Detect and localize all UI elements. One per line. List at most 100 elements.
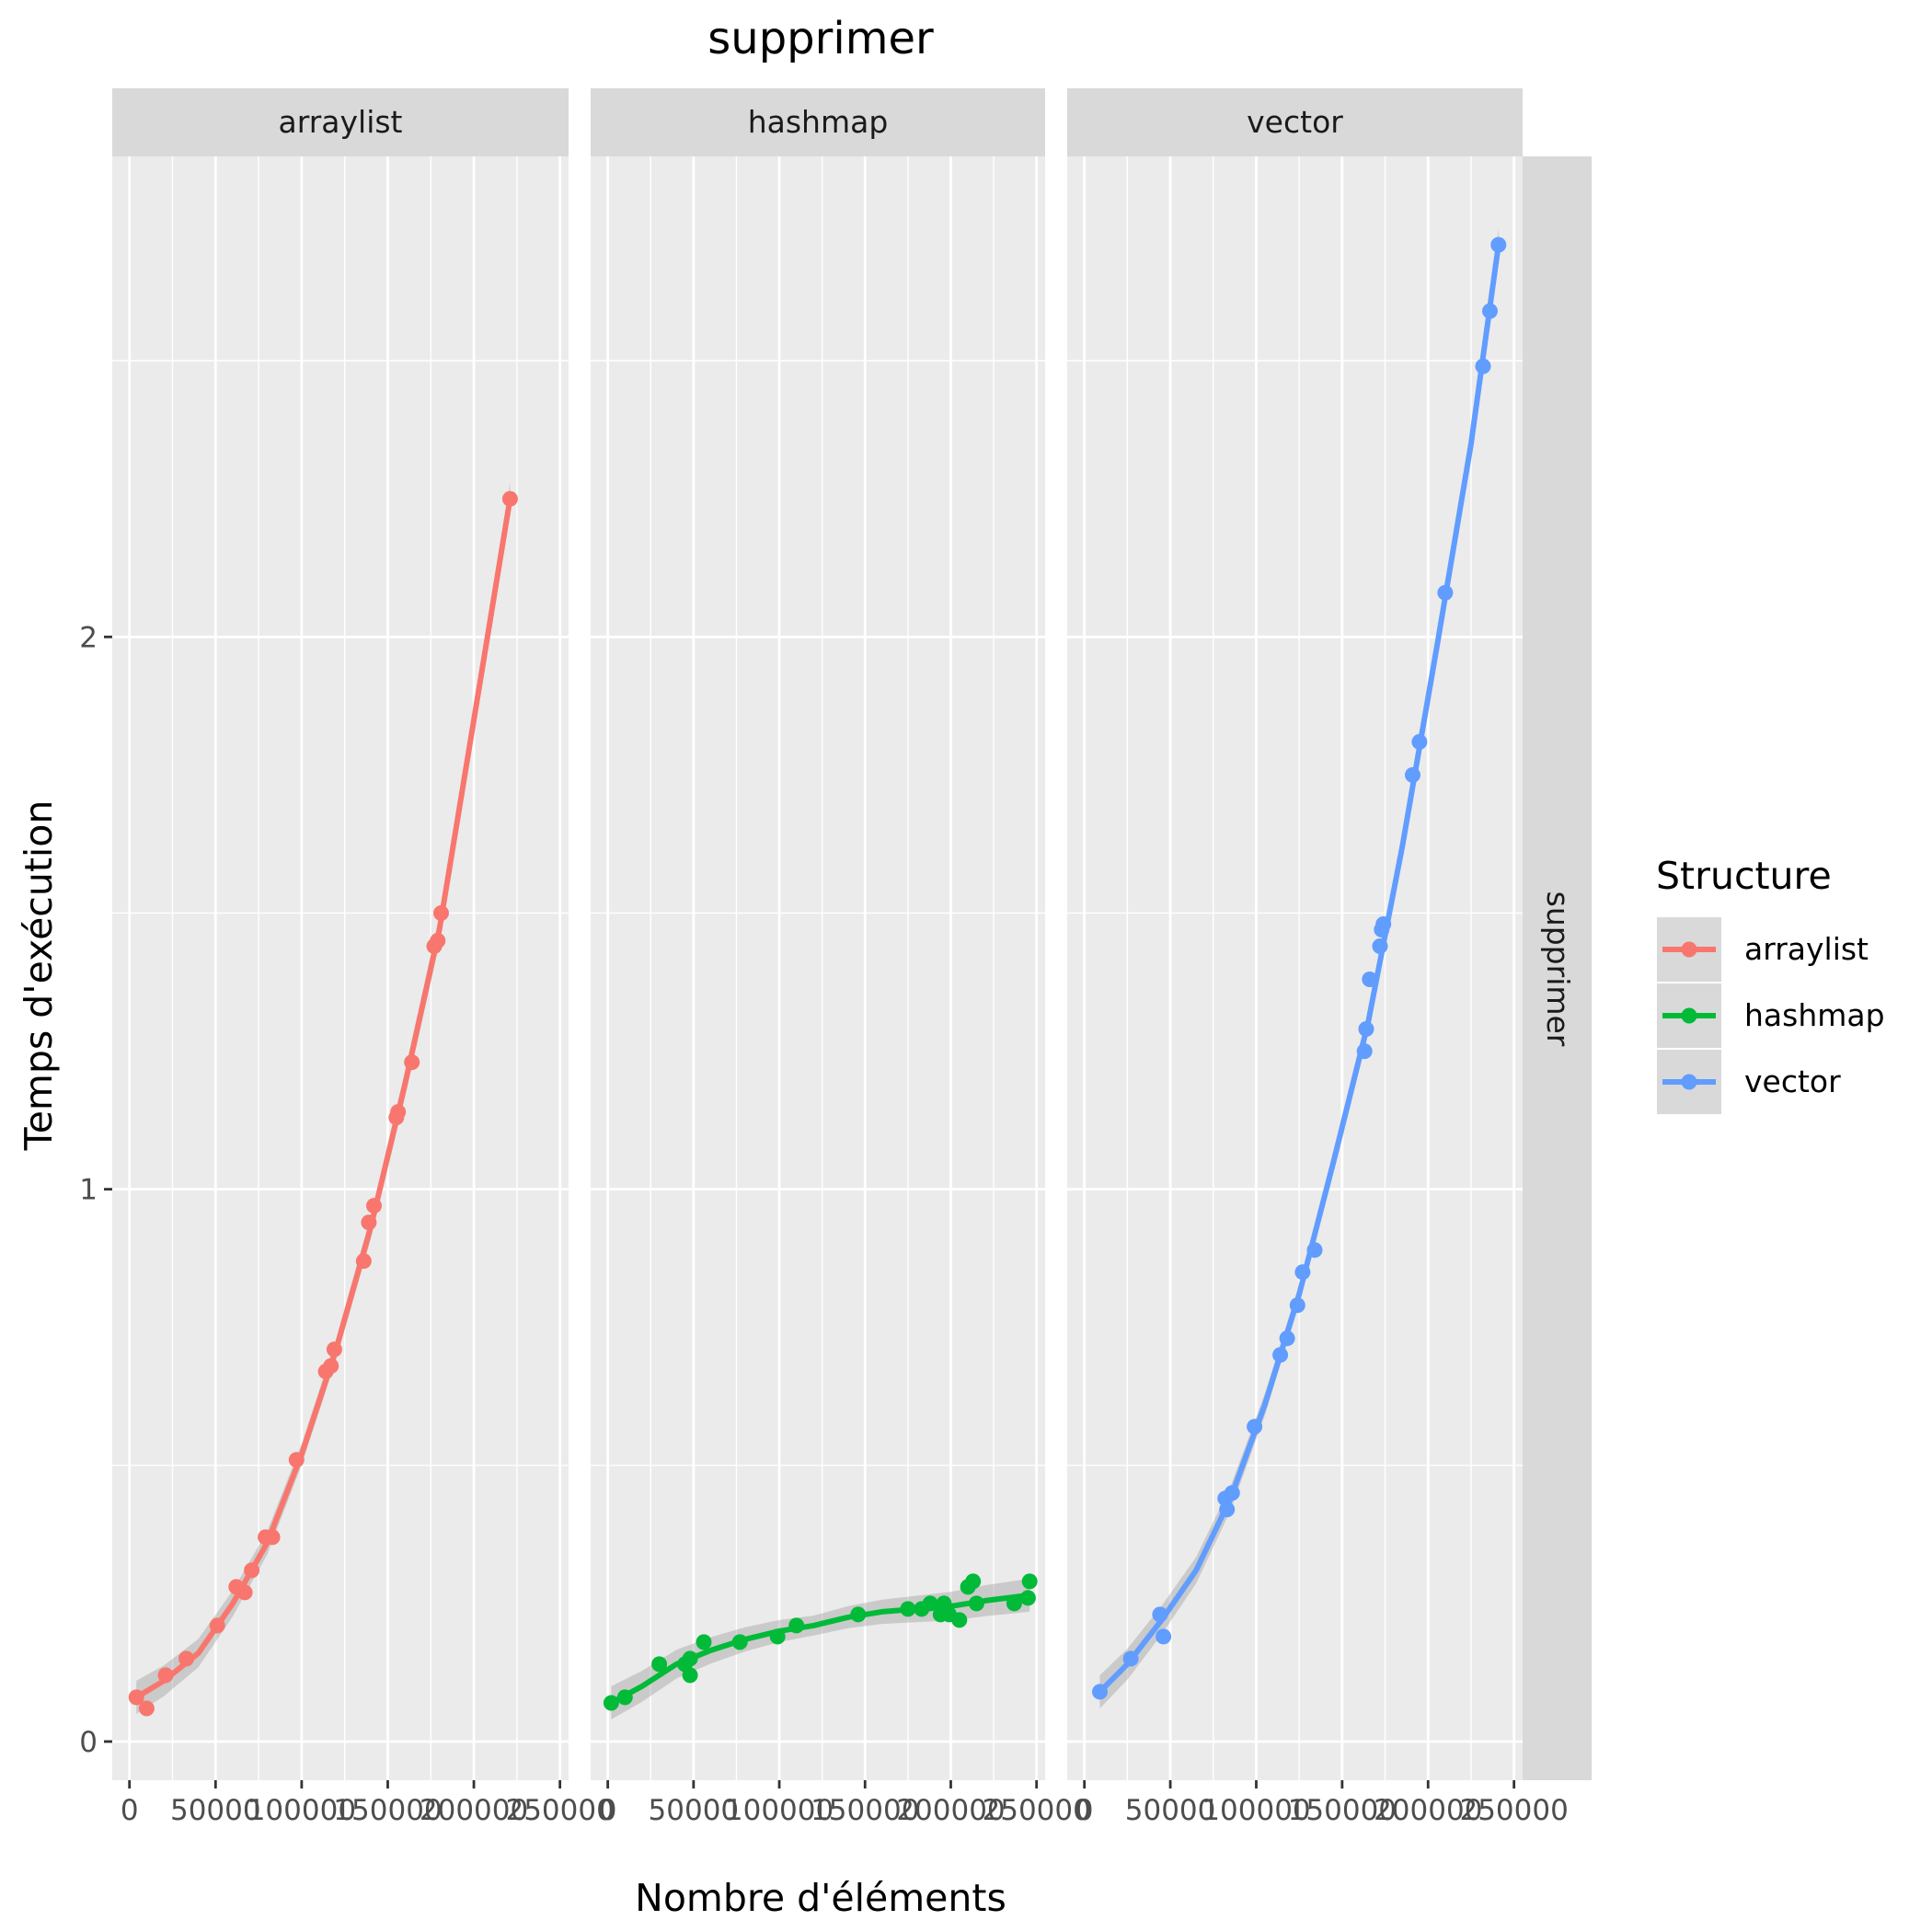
x-tick-label: 0 (121, 1794, 139, 1827)
row-strip: supprimer (1523, 156, 1592, 1780)
data-point-hashmap (651, 1656, 668, 1673)
data-point-vector (1306, 1242, 1323, 1259)
data-point-vector (1475, 358, 1491, 374)
facet-strip-label: vector (1247, 104, 1343, 140)
legend-point-hashmap (1681, 1007, 1697, 1024)
x-tick-label: 150000 (811, 1794, 919, 1827)
x-tick-label: 50000 (170, 1794, 261, 1827)
data-point-vector (1156, 1628, 1172, 1645)
x-tick-label: 100000 (725, 1794, 834, 1827)
data-point-vector (1482, 303, 1498, 319)
data-point-arraylist (244, 1562, 260, 1579)
data-point-vector (1122, 1650, 1139, 1667)
data-point-arraylist (433, 905, 449, 921)
data-point-arraylist (209, 1617, 225, 1634)
data-point-hashmap (696, 1634, 712, 1650)
facet-strip (112, 88, 569, 156)
y-axis-title: Temps d'exécution (17, 800, 61, 1152)
facet-strip (1067, 88, 1523, 156)
x-tick-label: 50000 (649, 1794, 740, 1827)
x-axis-title: Nombre d'éléments (635, 1876, 1006, 1920)
x-tick-label: 0 (1075, 1794, 1094, 1827)
data-point-vector (1294, 1264, 1311, 1281)
data-point-hashmap (968, 1595, 984, 1612)
data-point-hashmap (965, 1573, 982, 1590)
data-point-arraylist (157, 1667, 174, 1684)
data-point-vector (1219, 1501, 1236, 1518)
facet-strip-label: arraylist (279, 104, 403, 140)
data-point-arraylist (501, 490, 518, 507)
x-tick-label: 250000 (1459, 1794, 1568, 1827)
panel-background (591, 156, 1045, 1780)
data-point-vector (1247, 1419, 1263, 1435)
facet-strip-label: hashmap (748, 104, 889, 140)
data-point-hashmap (603, 1695, 619, 1711)
data-point-arraylist (326, 1341, 342, 1358)
data-point-hashmap (616, 1689, 633, 1706)
data-point-hashmap (1021, 1573, 1038, 1590)
legend-label-arraylist: arraylist (1744, 931, 1869, 967)
y-tick-label: 1 (79, 1174, 98, 1207)
data-point-vector (1356, 1043, 1373, 1060)
x-tick-label: 0 (599, 1794, 617, 1827)
x-tick-label: 200000 (1374, 1794, 1482, 1827)
chart-title: supprimer (707, 13, 934, 64)
data-point-arraylist (404, 1054, 420, 1071)
data-point-hashmap (850, 1606, 867, 1623)
data-point-hashmap (1006, 1595, 1022, 1612)
facet-strip (591, 88, 1045, 156)
data-point-arraylist (366, 1198, 382, 1214)
x-tick-label: 150000 (1288, 1794, 1397, 1827)
data-point-vector (1405, 766, 1420, 783)
x-tick-label: 100000 (1202, 1794, 1310, 1827)
data-point-arraylist (178, 1650, 194, 1667)
row-strip-background (1523, 156, 1592, 1780)
x-tick-label: 100000 (247, 1794, 356, 1827)
data-point-vector (1372, 938, 1388, 954)
x-tick-label: 250000 (505, 1794, 614, 1827)
legend-point-vector (1681, 1074, 1697, 1090)
data-point-arraylist (390, 1104, 407, 1121)
data-point-vector (1490, 236, 1507, 253)
panel-background (112, 156, 569, 1780)
data-point-arraylist (128, 1689, 144, 1706)
data-point-vector (1279, 1330, 1295, 1347)
data-point-vector (1437, 584, 1454, 601)
data-point-vector (1358, 1021, 1374, 1037)
data-point-vector (1272, 1347, 1289, 1363)
data-point-vector (1152, 1606, 1168, 1623)
y-tick-label: 0 (79, 1726, 98, 1759)
data-point-arraylist (323, 1358, 339, 1374)
data-point-vector (1375, 916, 1392, 932)
row-strip-label: supprimer (1540, 891, 1576, 1047)
data-point-arraylist (138, 1700, 155, 1717)
legend-title: Structure (1656, 854, 1832, 898)
data-point-hashmap (922, 1595, 938, 1612)
legend-label-hashmap: hashmap (1744, 997, 1885, 1033)
x-tick-label: 150000 (333, 1794, 442, 1827)
x-tick-label: 200000 (896, 1794, 1005, 1827)
panel-background (1067, 156, 1523, 1780)
data-point-vector (1224, 1485, 1240, 1501)
data-point-hashmap (682, 1667, 698, 1684)
data-point-hashmap (769, 1628, 786, 1645)
data-point-hashmap (951, 1612, 968, 1628)
data-point-hashmap (682, 1650, 698, 1667)
y-tick-label: 2 (79, 621, 98, 654)
legend: Structure arraylist hashmap vector (1655, 854, 1885, 1116)
data-point-arraylist (236, 1584, 253, 1601)
x-tick-label: 50000 (1125, 1794, 1216, 1827)
data-point-arraylist (430, 933, 446, 949)
legend-point-arraylist (1681, 941, 1697, 958)
data-point-hashmap (788, 1617, 805, 1634)
legend-label-vector: vector (1744, 1064, 1841, 1099)
data-point-hashmap (1019, 1590, 1036, 1606)
data-point-vector (1411, 733, 1428, 750)
x-tick-label: 250000 (983, 1794, 1091, 1827)
data-point-vector (1362, 972, 1378, 987)
data-point-hashmap (731, 1634, 748, 1650)
